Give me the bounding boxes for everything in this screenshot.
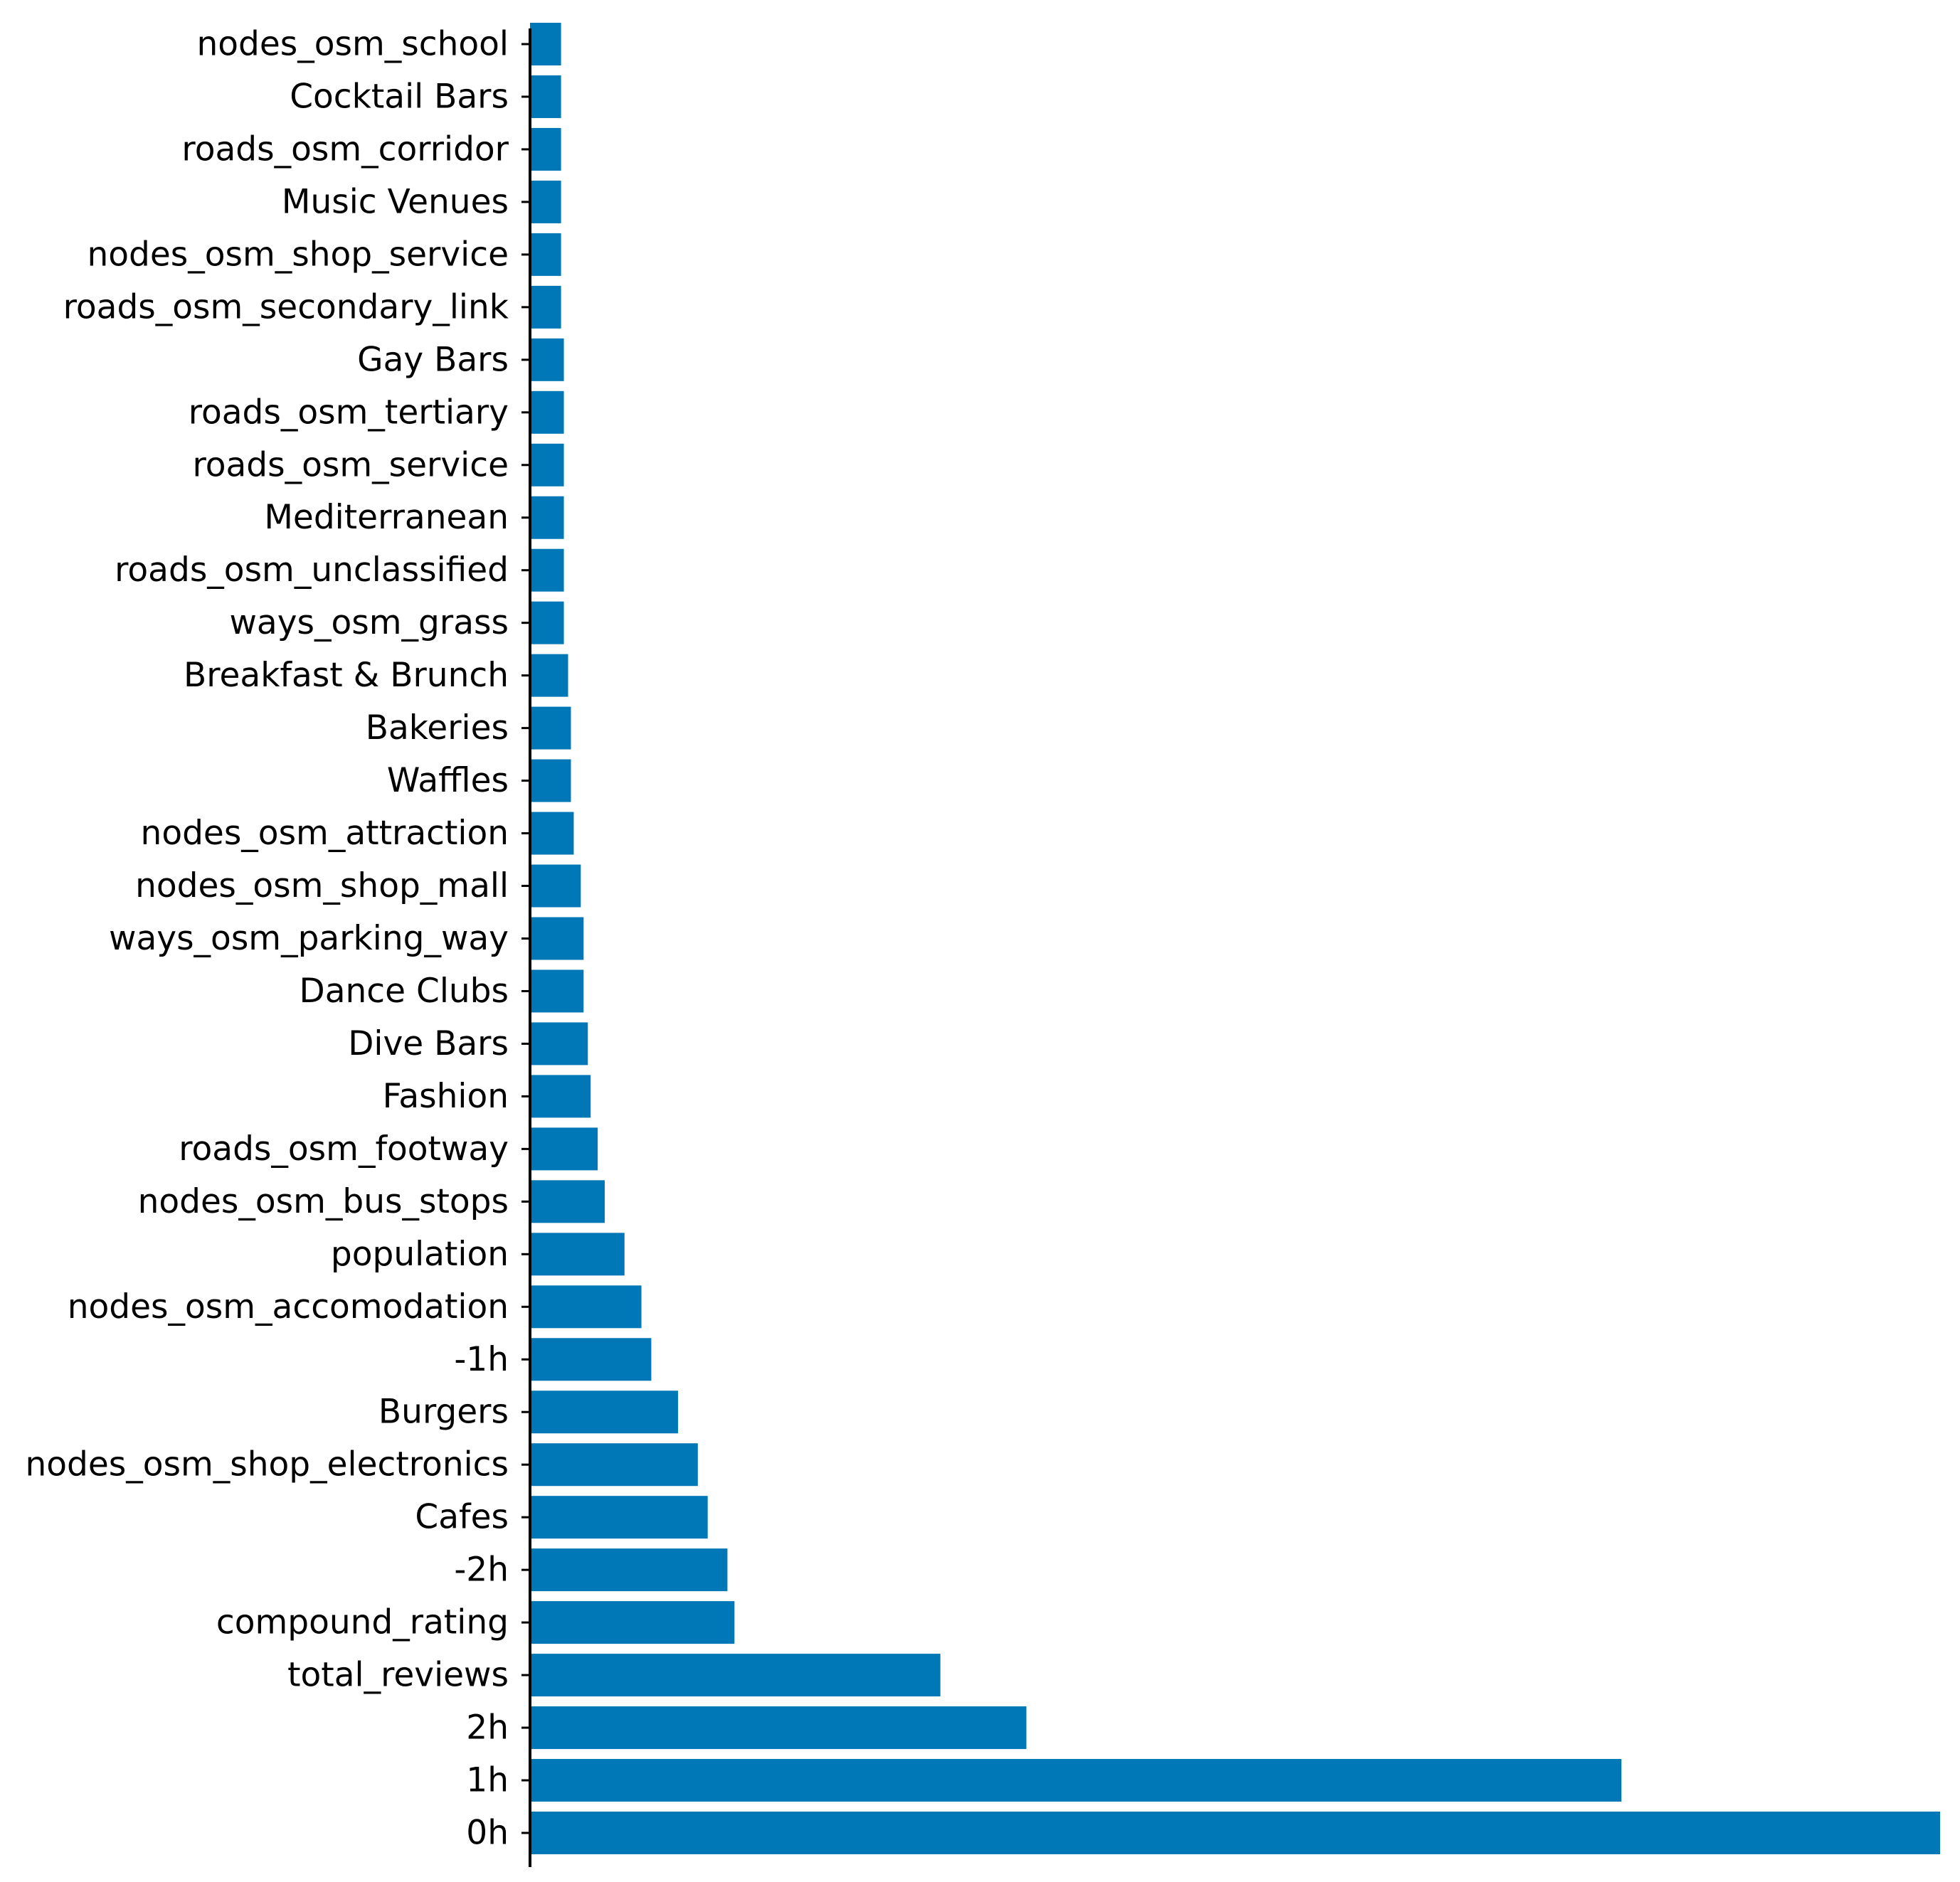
bar-2 [530, 127, 561, 171]
bar-24 [530, 1285, 642, 1329]
bar-14 [530, 759, 571, 802]
y-tick-label-9: Mediterranean [264, 498, 509, 537]
bar-15 [530, 812, 574, 855]
y-tick-label-20: Fashion [383, 1077, 509, 1116]
bar-17 [530, 917, 584, 960]
y-tick-label-33: 1h [466, 1761, 509, 1800]
bar-34 [530, 1812, 1940, 1854]
y-tick-label-12: Breakfast & Brunch [184, 656, 509, 695]
bar-12 [530, 654, 568, 697]
bar-25 [530, 1338, 652, 1381]
y-tick-label-17: ways_osm_parking_way [109, 919, 509, 958]
bar-31 [530, 1654, 941, 1697]
y-tick-label-28: Cafes [415, 1498, 509, 1537]
bar-5 [530, 285, 561, 329]
bar-13 [530, 706, 571, 750]
bar-20 [530, 1075, 591, 1118]
bar-7 [530, 390, 564, 434]
bar-4 [530, 233, 561, 276]
bar-10 [530, 548, 564, 592]
y-tick-label-27: nodes_osm_shop_electronics [25, 1445, 509, 1484]
y-tick-label-24: nodes_osm_accomodation [68, 1287, 509, 1327]
bar-19 [530, 1022, 588, 1065]
bar-16 [530, 864, 581, 908]
y-tick-labels-layer: nodes_osm_school Cocktail Bars roads_osm_c… [25, 25, 509, 1853]
y-tick-label-8: roads_osm_service [192, 445, 509, 484]
y-tick-label-26: Burgers [378, 1393, 509, 1432]
bar-21 [530, 1127, 598, 1171]
y-tick-label-10: roads_osm_unclassified [115, 551, 509, 590]
y-tick-label-2: roads_osm_corridor [181, 129, 509, 169]
y-tick-label-16: nodes_osm_shop_mall [135, 866, 509, 905]
y-tick-label-7: roads_osm_tertiary [189, 393, 509, 432]
y-tick-label-32: 2h [466, 1708, 509, 1748]
y-tick-label-4: nodes_osm_shop_service [87, 235, 509, 274]
y-tick-label-15: nodes_osm_attraction [141, 814, 509, 853]
bars-layer [530, 23, 1940, 1854]
y-tick-label-34: 0h [466, 1814, 509, 1853]
y-tick-label-29: -2h [454, 1551, 509, 1590]
bar-23 [530, 1233, 625, 1276]
bar-29 [530, 1548, 728, 1592]
bar-30 [530, 1601, 735, 1644]
bar-9 [530, 496, 564, 539]
y-tick-label-22: nodes_osm_bus_stops [138, 1182, 509, 1221]
bar-8 [530, 443, 564, 487]
y-tick-label-13: Bakeries [366, 708, 509, 748]
bar-0 [530, 23, 561, 65]
y-tick-label-5: roads_osm_secondary_link [63, 287, 509, 326]
bar-3 [530, 180, 561, 223]
bar-27 [530, 1443, 698, 1487]
bar-1 [530, 75, 561, 118]
bar-18 [530, 969, 584, 1013]
y-tick-label-11: ways_osm_grass [229, 603, 509, 642]
y-tick-label-19: Dive Bars [348, 1024, 509, 1063]
y-tick-label-3: Music Venues [282, 182, 509, 221]
bar-11 [530, 601, 564, 644]
y-tick-label-25: -1h [454, 1340, 509, 1379]
y-tick-label-30: compound_rating [216, 1603, 509, 1642]
y-tick-label-0: nodes_osm_school [197, 25, 509, 64]
y-tick-label-14: Waffles [387, 761, 509, 800]
bar-22 [530, 1180, 605, 1223]
y-tick-label-18: Dance Clubs [300, 972, 509, 1011]
bar-26 [530, 1391, 679, 1434]
y-tick-label-21: roads_osm_footway [179, 1129, 509, 1169]
bar-32 [530, 1706, 1027, 1750]
y-tick-label-6: Gay Bars [357, 340, 509, 379]
y-tick-label-23: population [331, 1235, 509, 1274]
bar-28 [530, 1496, 708, 1539]
y-tick-label-1: Cocktail Bars [290, 77, 509, 116]
bar-33 [530, 1759, 1622, 1802]
bar-6 [530, 338, 564, 381]
y-tick-label-31: total_reviews [287, 1656, 509, 1695]
